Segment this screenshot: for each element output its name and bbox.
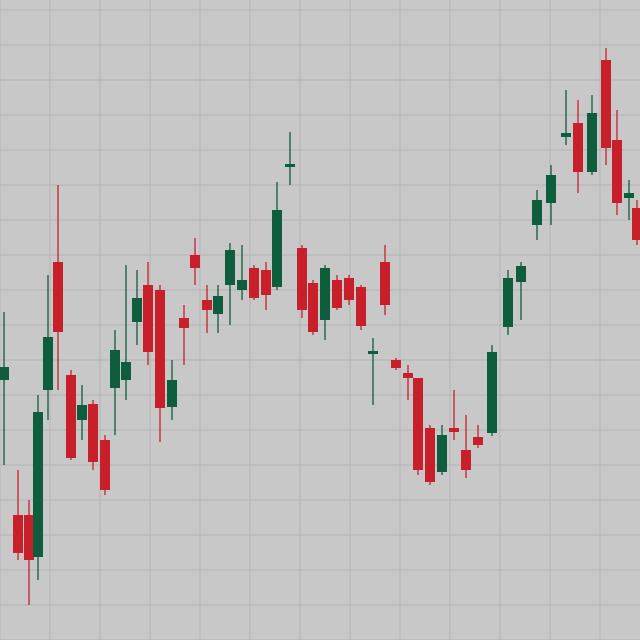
candle-body (601, 60, 611, 148)
candle-body (190, 255, 200, 268)
candle-body (53, 262, 63, 332)
candle-body (167, 380, 177, 407)
candle-body (43, 337, 53, 390)
candle-body (561, 133, 571, 137)
candle-body (297, 248, 307, 310)
candle-body (121, 362, 131, 380)
candle-body (624, 193, 634, 198)
candle-body (632, 208, 640, 240)
candle-body (487, 352, 497, 433)
candle-body (473, 437, 483, 445)
candle-body (380, 262, 390, 305)
candle-body (13, 515, 23, 553)
candle-body (88, 404, 98, 462)
candle-body (425, 428, 435, 482)
candle-body (546, 175, 556, 203)
candle-body (0, 367, 9, 380)
candle-body (155, 290, 165, 408)
candle-body (344, 278, 354, 300)
candle-body (368, 351, 378, 354)
candle-body (77, 405, 87, 420)
candle-body (437, 435, 447, 472)
candle-body (33, 412, 43, 557)
candle-body (132, 298, 142, 322)
candle-body (249, 268, 259, 298)
candle-body (24, 515, 34, 560)
candle-body (332, 280, 342, 308)
candle-body (110, 350, 120, 388)
candle-body (320, 268, 330, 320)
candle-body (532, 200, 542, 225)
candle-body (461, 450, 471, 470)
candle-body (356, 287, 366, 326)
candle-body (261, 270, 271, 295)
candle-body (612, 140, 622, 203)
candle-body (179, 318, 189, 328)
candle-body (213, 296, 223, 314)
candle-body (66, 375, 76, 458)
candle-body (308, 283, 318, 332)
candle-body (403, 373, 413, 378)
candle-body (573, 123, 583, 172)
candle-body (143, 285, 153, 352)
candle-body (587, 113, 597, 172)
candle-body (100, 440, 110, 490)
candle-body (516, 266, 526, 282)
candle-body (285, 164, 295, 167)
candle-body (503, 278, 513, 327)
candle-body (237, 280, 247, 290)
candle-body (272, 210, 282, 287)
candle-body (391, 360, 401, 368)
candle-body (225, 250, 235, 285)
candles (0, 48, 640, 605)
candle-body (202, 300, 212, 310)
candle-body (413, 378, 423, 470)
candle-body (449, 428, 459, 432)
